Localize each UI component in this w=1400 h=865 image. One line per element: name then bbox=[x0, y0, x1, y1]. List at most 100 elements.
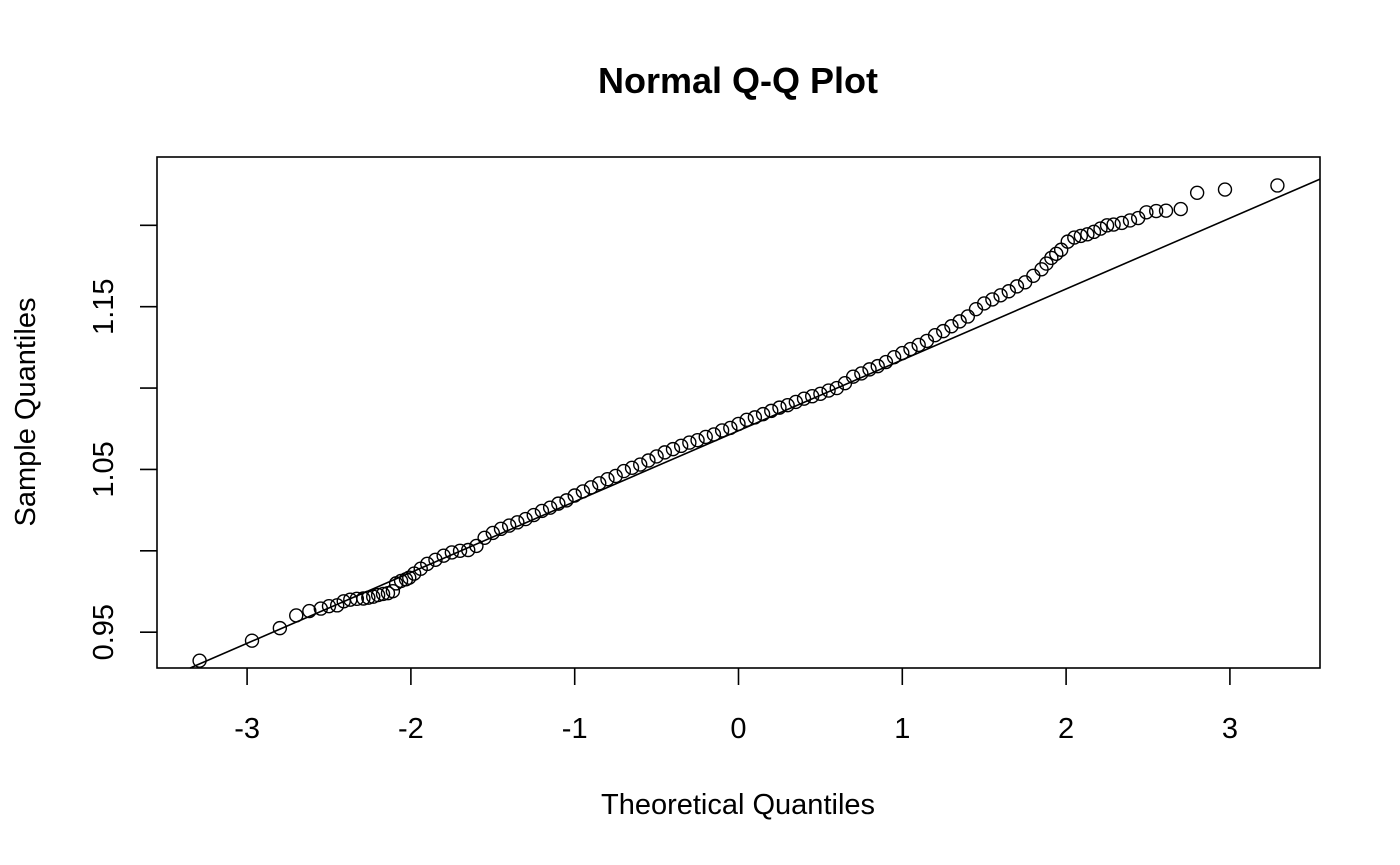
x-tick-label: 0 bbox=[730, 713, 746, 745]
data-point bbox=[1093, 221, 1108, 236]
data-point bbox=[1067, 230, 1082, 245]
data-point bbox=[1189, 185, 1205, 201]
y-tick-label: 1.15 bbox=[88, 278, 120, 334]
data-point bbox=[592, 476, 607, 491]
data-point bbox=[796, 391, 812, 406]
points-group bbox=[192, 178, 1285, 668]
data-point bbox=[1080, 227, 1095, 242]
data-point bbox=[1001, 284, 1016, 299]
y-axis-label: Sample Quantiles bbox=[10, 298, 42, 527]
data-point bbox=[845, 369, 861, 384]
data-point bbox=[469, 538, 484, 554]
data-point bbox=[616, 463, 632, 479]
data-point bbox=[321, 598, 337, 614]
data-point bbox=[600, 472, 615, 487]
data-point bbox=[1044, 250, 1059, 266]
data-point bbox=[1086, 224, 1102, 240]
data-point bbox=[993, 288, 1008, 303]
data-point bbox=[1122, 213, 1138, 228]
data-point bbox=[862, 362, 877, 377]
data-point bbox=[1026, 268, 1041, 283]
data-point bbox=[1049, 246, 1064, 262]
data-point bbox=[911, 337, 926, 353]
data-point bbox=[302, 603, 317, 619]
x-tick-label: -2 bbox=[398, 713, 424, 745]
data-point bbox=[385, 583, 401, 599]
x-tick-label: -3 bbox=[234, 713, 260, 745]
data-point bbox=[1139, 205, 1154, 220]
data-point bbox=[1158, 203, 1174, 218]
data-point bbox=[608, 468, 623, 484]
data-point bbox=[772, 400, 787, 415]
data-point bbox=[936, 323, 951, 339]
data-point bbox=[854, 366, 869, 381]
x-tick-label: 1 bbox=[894, 713, 910, 745]
data-point bbox=[1148, 203, 1164, 219]
data-point bbox=[510, 515, 525, 530]
data-point bbox=[1073, 228, 1089, 244]
data-point bbox=[682, 435, 697, 450]
data-point bbox=[1114, 215, 1130, 231]
data-point bbox=[1106, 217, 1121, 232]
x-tick-label: 2 bbox=[1058, 713, 1074, 745]
data-point bbox=[657, 445, 672, 460]
data-point bbox=[633, 457, 648, 472]
data-point bbox=[1034, 262, 1049, 277]
data-point bbox=[1009, 279, 1025, 294]
data-point bbox=[542, 500, 558, 515]
data-point bbox=[821, 383, 836, 398]
data-point bbox=[1173, 201, 1188, 217]
data-point bbox=[1270, 178, 1285, 193]
data-point bbox=[370, 587, 386, 603]
data-point bbox=[813, 386, 828, 401]
data-point bbox=[788, 394, 804, 410]
data-point bbox=[624, 460, 640, 476]
data-point bbox=[690, 432, 705, 448]
data-point bbox=[714, 423, 730, 438]
data-point bbox=[493, 521, 509, 537]
chart-title: Normal Q-Q Plot bbox=[598, 60, 878, 101]
data-point bbox=[960, 309, 976, 324]
data-point bbox=[518, 511, 533, 527]
data-point bbox=[534, 503, 550, 519]
x-tick-label: -1 bbox=[562, 713, 588, 745]
data-point bbox=[829, 380, 844, 396]
data-point bbox=[1017, 275, 1033, 290]
data-point bbox=[878, 354, 894, 370]
data-point bbox=[649, 449, 664, 464]
data-point bbox=[402, 570, 417, 585]
data-point bbox=[1217, 182, 1233, 197]
data-point bbox=[420, 556, 435, 572]
data-point bbox=[375, 586, 391, 602]
data-point bbox=[356, 591, 371, 606]
y-axis: 0.95 1.05 1.15 bbox=[88, 224, 157, 660]
data-point bbox=[452, 543, 468, 559]
data-point bbox=[551, 496, 566, 511]
data-point bbox=[665, 441, 681, 457]
data-point bbox=[559, 493, 574, 508]
data-point bbox=[641, 453, 656, 468]
data-point bbox=[485, 525, 500, 541]
x-tick-label: 3 bbox=[1222, 713, 1238, 745]
data-point bbox=[698, 429, 713, 445]
data-point bbox=[501, 518, 517, 533]
x-axis: -3 -2 -1 0 1 2 3 bbox=[234, 668, 1238, 745]
data-point bbox=[272, 620, 288, 636]
data-point bbox=[673, 438, 689, 454]
y-tick-label: 1.05 bbox=[88, 441, 120, 497]
data-point bbox=[870, 358, 885, 374]
data-point bbox=[244, 633, 260, 648]
data-point bbox=[944, 319, 959, 334]
data-point bbox=[927, 328, 943, 343]
reference-line bbox=[189, 178, 1321, 669]
x-axis-label: Theoretical Quantiles bbox=[601, 789, 875, 821]
data-point bbox=[977, 296, 992, 311]
data-point bbox=[952, 314, 967, 329]
y-tick-label: 0.95 bbox=[88, 604, 120, 660]
data-point bbox=[1099, 218, 1115, 233]
data-point bbox=[985, 292, 1000, 307]
plot-frame bbox=[156, 156, 1321, 669]
data-point bbox=[526, 507, 541, 523]
data-point bbox=[1039, 256, 1054, 271]
